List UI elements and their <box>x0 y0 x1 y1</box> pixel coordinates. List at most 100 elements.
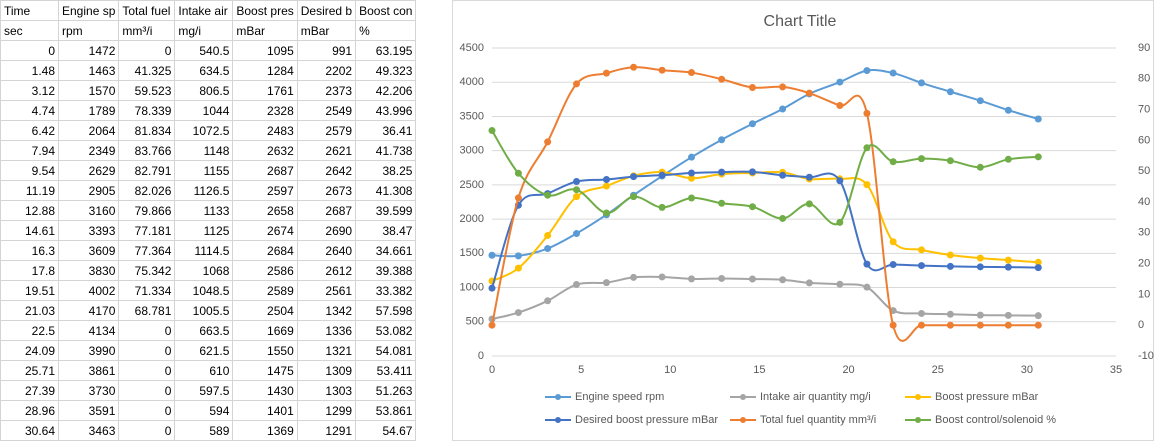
cell[interactable]: 2579 <box>296 120 357 141</box>
cell[interactable]: 39.599 <box>355 200 417 221</box>
cell[interactable]: 2597 <box>232 180 298 201</box>
cell[interactable]: 25.71 <box>0 360 59 381</box>
cell[interactable]: Desired b <box>296 0 357 21</box>
cell[interactable]: 634.5 <box>174 60 234 81</box>
cell[interactable]: mBar <box>232 20 298 41</box>
cell[interactable]: sec <box>0 20 59 41</box>
cell[interactable]: 63.195 <box>355 40 417 61</box>
cell[interactable]: 4002 <box>57 280 120 301</box>
cell[interactable]: 42.206 <box>355 80 417 101</box>
cell[interactable]: mg/i <box>174 20 234 41</box>
cell[interactable]: 1463 <box>57 60 120 81</box>
cell[interactable]: 71.334 <box>118 280 176 301</box>
cell[interactable]: 3160 <box>57 200 120 221</box>
cell[interactable]: 36.41 <box>355 120 417 141</box>
cell[interactable]: 1472 <box>57 40 120 61</box>
cell[interactable]: 1095 <box>232 40 298 61</box>
cell[interactable]: 621.5 <box>174 340 234 361</box>
cell[interactable]: 27.39 <box>0 380 59 401</box>
cell[interactable]: 1284 <box>232 60 298 81</box>
cell[interactable]: 2549 <box>296 100 357 121</box>
cell[interactable]: 2905 <box>57 180 120 201</box>
cell[interactable]: 1401 <box>232 400 298 421</box>
cell[interactable]: 82.791 <box>118 160 176 181</box>
cell[interactable]: 1761 <box>232 80 298 101</box>
cell[interactable]: 2690 <box>296 220 357 241</box>
cell[interactable]: 0 <box>118 380 176 401</box>
cell[interactable]: 53.411 <box>355 360 417 381</box>
cell[interactable]: 22.5 <box>0 320 59 341</box>
cell[interactable]: 0 <box>0 40 59 61</box>
cell[interactable]: 2629 <box>57 160 120 181</box>
cell[interactable]: 1309 <box>296 360 357 381</box>
cell[interactable]: 1321 <box>296 340 357 361</box>
cell[interactable]: 2483 <box>232 120 298 141</box>
cell[interactable]: Engine sp <box>57 0 120 21</box>
cell[interactable]: 0 <box>118 340 176 361</box>
cell[interactable]: 4170 <box>57 300 120 321</box>
cell[interactable]: mm³/i <box>118 20 176 41</box>
cell[interactable]: 1369 <box>232 420 298 441</box>
cell[interactable]: 0 <box>118 320 176 341</box>
cell[interactable]: 2586 <box>232 260 298 281</box>
cell[interactable]: 75.342 <box>118 260 176 281</box>
cell[interactable]: 1669 <box>232 320 298 341</box>
cell[interactable]: 1126.5 <box>174 180 234 201</box>
cell[interactable]: 1005.5 <box>174 300 234 321</box>
cell[interactable]: 1303 <box>296 380 357 401</box>
cell[interactable]: 3990 <box>57 340 120 361</box>
cell[interactable]: 2640 <box>296 240 357 261</box>
cell[interactable]: 51.263 <box>355 380 417 401</box>
cell[interactable]: Intake air <box>174 0 234 21</box>
cell[interactable]: 3.12 <box>0 80 59 101</box>
cell[interactable]: 2687 <box>296 200 357 221</box>
cell[interactable]: 17.8 <box>0 260 59 281</box>
cell[interactable]: 77.181 <box>118 220 176 241</box>
cell[interactable]: 3861 <box>57 360 120 381</box>
cell[interactable]: 1125 <box>174 220 234 241</box>
cell[interactable]: 38.25 <box>355 160 417 181</box>
cell[interactable]: 11.19 <box>0 180 59 201</box>
cell[interactable]: 2504 <box>232 300 298 321</box>
cell[interactable]: 589 <box>174 420 234 441</box>
cell[interactable]: 9.54 <box>0 160 59 181</box>
cell[interactable]: 2202 <box>296 60 357 81</box>
cell[interactable]: 1148 <box>174 140 234 161</box>
cell[interactable]: 806.5 <box>174 80 234 101</box>
cell[interactable]: 21.03 <box>0 300 59 321</box>
cell[interactable]: 991 <box>296 40 357 61</box>
cell[interactable]: 53.082 <box>355 320 417 341</box>
cell[interactable]: 2349 <box>57 140 120 161</box>
cell[interactable]: 68.781 <box>118 300 176 321</box>
cell[interactable]: 2561 <box>296 280 357 301</box>
cell[interactable]: 4.74 <box>0 100 59 121</box>
cell[interactable]: 41.325 <box>118 60 176 81</box>
cell[interactable]: 2674 <box>232 220 298 241</box>
cell[interactable]: 2064 <box>57 120 120 141</box>
cell[interactable]: 610 <box>174 360 234 381</box>
cell[interactable]: 3463 <box>57 420 120 441</box>
cell[interactable]: 54.67 <box>355 420 417 441</box>
cell[interactable]: 2373 <box>296 80 357 101</box>
cell[interactable]: 2687 <box>232 160 298 181</box>
cell[interactable]: 3591 <box>57 400 120 421</box>
cell[interactable]: 3393 <box>57 220 120 241</box>
cell[interactable]: 1072.5 <box>174 120 234 141</box>
cell[interactable]: % <box>355 20 417 41</box>
cell[interactable]: 38.47 <box>355 220 417 241</box>
cell[interactable]: 1430 <box>232 380 298 401</box>
cell[interactable]: 1155 <box>174 160 234 181</box>
cell[interactable]: 2612 <box>296 260 357 281</box>
cell[interactable]: Time <box>0 0 59 21</box>
cell[interactable]: 1291 <box>296 420 357 441</box>
cell[interactable]: 28.96 <box>0 400 59 421</box>
cell[interactable]: 1133 <box>174 200 234 221</box>
cell[interactable]: 77.364 <box>118 240 176 261</box>
cell[interactable]: 3730 <box>57 380 120 401</box>
cell[interactable]: 16.3 <box>0 240 59 261</box>
cell[interactable]: 24.09 <box>0 340 59 361</box>
cell[interactable]: 1299 <box>296 400 357 421</box>
cell[interactable]: 1068 <box>174 260 234 281</box>
cell[interactable]: 83.766 <box>118 140 176 161</box>
cell[interactable]: 33.382 <box>355 280 417 301</box>
